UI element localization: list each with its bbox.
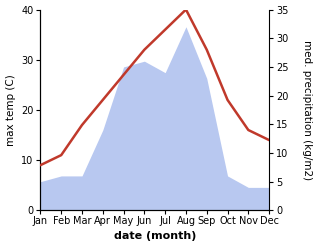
Y-axis label: max temp (C): max temp (C) xyxy=(5,74,16,146)
Y-axis label: med. precipitation (kg/m2): med. precipitation (kg/m2) xyxy=(302,40,313,180)
X-axis label: date (month): date (month) xyxy=(114,231,196,242)
